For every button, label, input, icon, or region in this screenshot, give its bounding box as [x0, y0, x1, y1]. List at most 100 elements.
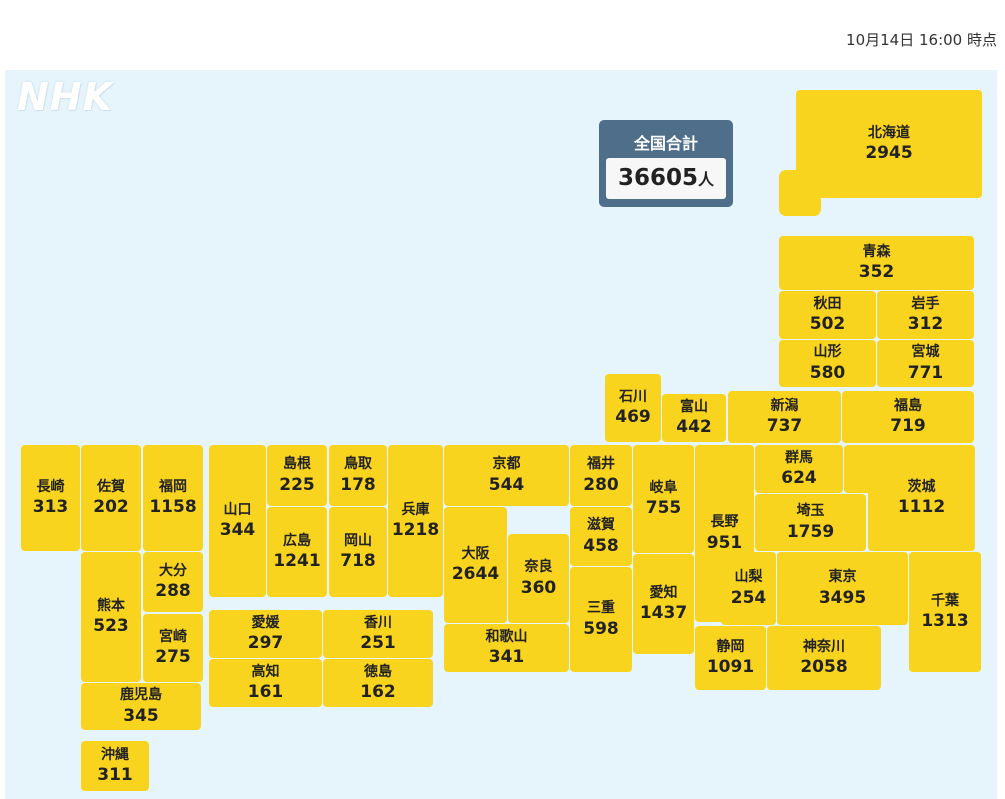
prefecture-count: 313	[32, 497, 69, 518]
prefecture-count: 1759	[786, 521, 835, 542]
prefecture-count: 755	[645, 498, 682, 519]
prefecture-count: 951	[706, 532, 743, 553]
prefecture-name: 愛媛	[251, 614, 280, 631]
prefecture-name: 大分	[159, 562, 187, 579]
prefecture-tile-saga[interactable]: 佐賀 202	[81, 445, 141, 551]
prefecture-name: 愛知	[649, 584, 678, 601]
prefecture-tile-miyagi[interactable]: 宮城 771	[877, 340, 974, 387]
prefecture-name: 兵庫	[401, 501, 430, 518]
prefecture-count: 502	[809, 314, 846, 335]
prefecture-name: 北海道	[868, 124, 910, 141]
prefecture-count: 624	[781, 468, 817, 489]
prefecture-count: 341	[488, 647, 525, 668]
prefecture-name: 秋田	[813, 295, 842, 312]
prefecture-name: 長崎	[36, 478, 65, 495]
prefecture-tile-yamagata[interactable]: 山形 580	[779, 340, 876, 387]
prefecture-tile-toyama[interactable]: 富山 442	[662, 394, 726, 442]
prefecture-name: 福井	[587, 456, 615, 473]
prefecture-name: 和歌山	[485, 628, 528, 645]
prefecture-name: 高知	[251, 663, 280, 680]
prefecture-count: 344	[219, 520, 256, 541]
prefecture-count: 297	[247, 633, 284, 654]
prefecture-tile-iwate[interactable]: 岩手 312	[877, 291, 974, 339]
prefecture-name: 沖縄	[101, 746, 129, 763]
prefecture-tile-oita[interactable]: 大分 288	[143, 552, 203, 612]
prefecture-count: 178	[340, 474, 376, 495]
prefecture-tile-ehime[interactable]: 愛媛 297	[209, 610, 322, 658]
prefecture-tile-hokkaido[interactable]: 北海道 2945	[796, 90, 982, 198]
prefecture-tile-fukushima[interactable]: 福島 719	[842, 391, 974, 443]
prefecture-name: 神奈川	[803, 638, 845, 655]
prefecture-name: 千葉	[931, 592, 959, 609]
prefecture-name: 熊本	[97, 597, 125, 614]
prefecture-tile-kagoshima[interactable]: 鹿児島 345	[81, 683, 201, 730]
prefecture-tile-okinawa[interactable]: 沖縄 311	[81, 741, 149, 791]
prefecture-tile-wakayama[interactable]: 和歌山 341	[444, 624, 569, 672]
prefecture-tile-kyoto[interactable]: 京都 544	[444, 445, 569, 506]
prefecture-tile-shiga[interactable]: 滋賀 458	[570, 507, 632, 566]
prefecture-tile-hiroshima[interactable]: 広島 1241	[267, 507, 327, 597]
prefecture-tile-osaka[interactable]: 大阪 2644	[444, 507, 507, 623]
prefecture-name: 山形	[813, 344, 842, 361]
prefecture-count: 312	[907, 314, 944, 335]
prefecture-count: 360	[520, 577, 557, 598]
prefecture-tile-aomori[interactable]: 青森 352	[779, 236, 974, 290]
prefecture-tile-niigata[interactable]: 新潟 737	[728, 391, 841, 443]
prefecture-count: 345	[123, 705, 159, 726]
prefecture-tile-gifu[interactable]: 岐阜 755	[633, 445, 694, 553]
prefecture-count: 352	[858, 262, 895, 283]
prefecture-tile-shizuoka[interactable]: 静岡 1091	[695, 626, 766, 690]
prefecture-tile-kanagawa[interactable]: 神奈川 2058	[767, 626, 881, 690]
prefecture-name: 岩手	[911, 295, 940, 312]
prefecture-tile-okayama[interactable]: 岡山 718	[329, 507, 387, 597]
prefecture-count: 254	[730, 587, 767, 608]
prefecture-count: 580	[809, 362, 846, 383]
prefecture-tile-ibaraki[interactable]: 茨城 1112	[868, 445, 975, 551]
national-total-label: 全国合計	[633, 134, 698, 153]
prefecture-count: 598	[583, 618, 619, 639]
prefecture-tile-chiba[interactable]: 千葉 1313	[909, 552, 981, 672]
prefecture-tile-tokyo[interactable]: 東京 3495	[777, 552, 908, 625]
prefecture-tile-ishikawa[interactable]: 石川 469	[605, 374, 661, 442]
national-total-value-box: 36605人	[606, 158, 726, 199]
prefecture-tile-kumamoto[interactable]: 熊本 523	[81, 552, 141, 682]
prefecture-tile-nagasaki[interactable]: 長崎 313	[21, 445, 80, 551]
prefecture-tile-yamaguchi[interactable]: 山口 344	[209, 445, 266, 597]
prefecture-tile-saitama[interactable]: 埼玉 1759	[755, 494, 866, 551]
prefecture-tile-mie[interactable]: 三重 598	[570, 567, 632, 672]
prefecture-tile-yamanashi[interactable]: 山梨 254	[721, 552, 776, 625]
prefecture-count: 1158	[149, 497, 197, 518]
prefecture-name: 島根	[283, 456, 311, 473]
prefecture-tile-kagawa[interactable]: 香川 251	[323, 610, 433, 658]
prefecture-tile-gunma[interactable]: 群馬 624	[755, 445, 843, 493]
prefecture-tile-tottori[interactable]: 鳥取 178	[329, 445, 387, 506]
prefecture-count: 3495	[818, 587, 867, 608]
prefecture-name: 山梨	[734, 569, 763, 586]
prefecture-name: 鳥取	[344, 456, 372, 473]
prefecture-count: 225	[279, 474, 315, 495]
prefecture-name: 香川	[364, 614, 392, 631]
prefecture-name: 富山	[680, 398, 708, 415]
prefecture-tile-aichi[interactable]: 愛知 1437	[633, 554, 694, 654]
prefecture-name: 三重	[587, 600, 615, 617]
prefecture-tile-shimane[interactable]: 島根 225	[267, 445, 327, 506]
prefecture-name: 鹿児島	[120, 687, 162, 704]
prefecture-tile-miyazaki[interactable]: 宮崎 275	[143, 614, 203, 682]
prefecture-tile-fukuoka[interactable]: 福岡 1158	[143, 445, 203, 551]
national-total-box: 全国合計 36605人	[599, 120, 733, 207]
prefecture-tile-kochi[interactable]: 高知 161	[209, 659, 322, 707]
prefecture-tile-nara[interactable]: 奈良 360	[508, 534, 569, 623]
prefecture-tile-akita[interactable]: 秋田 502	[779, 291, 876, 339]
prefecture-name: 青森	[862, 243, 891, 260]
prefecture-tile-tokushima[interactable]: 徳島 162	[323, 659, 433, 707]
prefecture-count: 202	[93, 497, 129, 518]
prefecture-name: 静岡	[716, 638, 745, 655]
prefecture-count: 2058	[800, 657, 848, 678]
prefecture-tile-fukui[interactable]: 福井 280	[570, 445, 632, 506]
prefecture-name: 宮崎	[159, 628, 187, 645]
prefecture-name: 埼玉	[796, 503, 825, 520]
prefecture-count: 469	[615, 407, 651, 428]
prefecture-count: 1218	[391, 520, 440, 541]
prefecture-tile-hyogo[interactable]: 兵庫 1218	[388, 445, 443, 597]
timestamp: 10月14日 16:00 時点	[846, 31, 997, 49]
